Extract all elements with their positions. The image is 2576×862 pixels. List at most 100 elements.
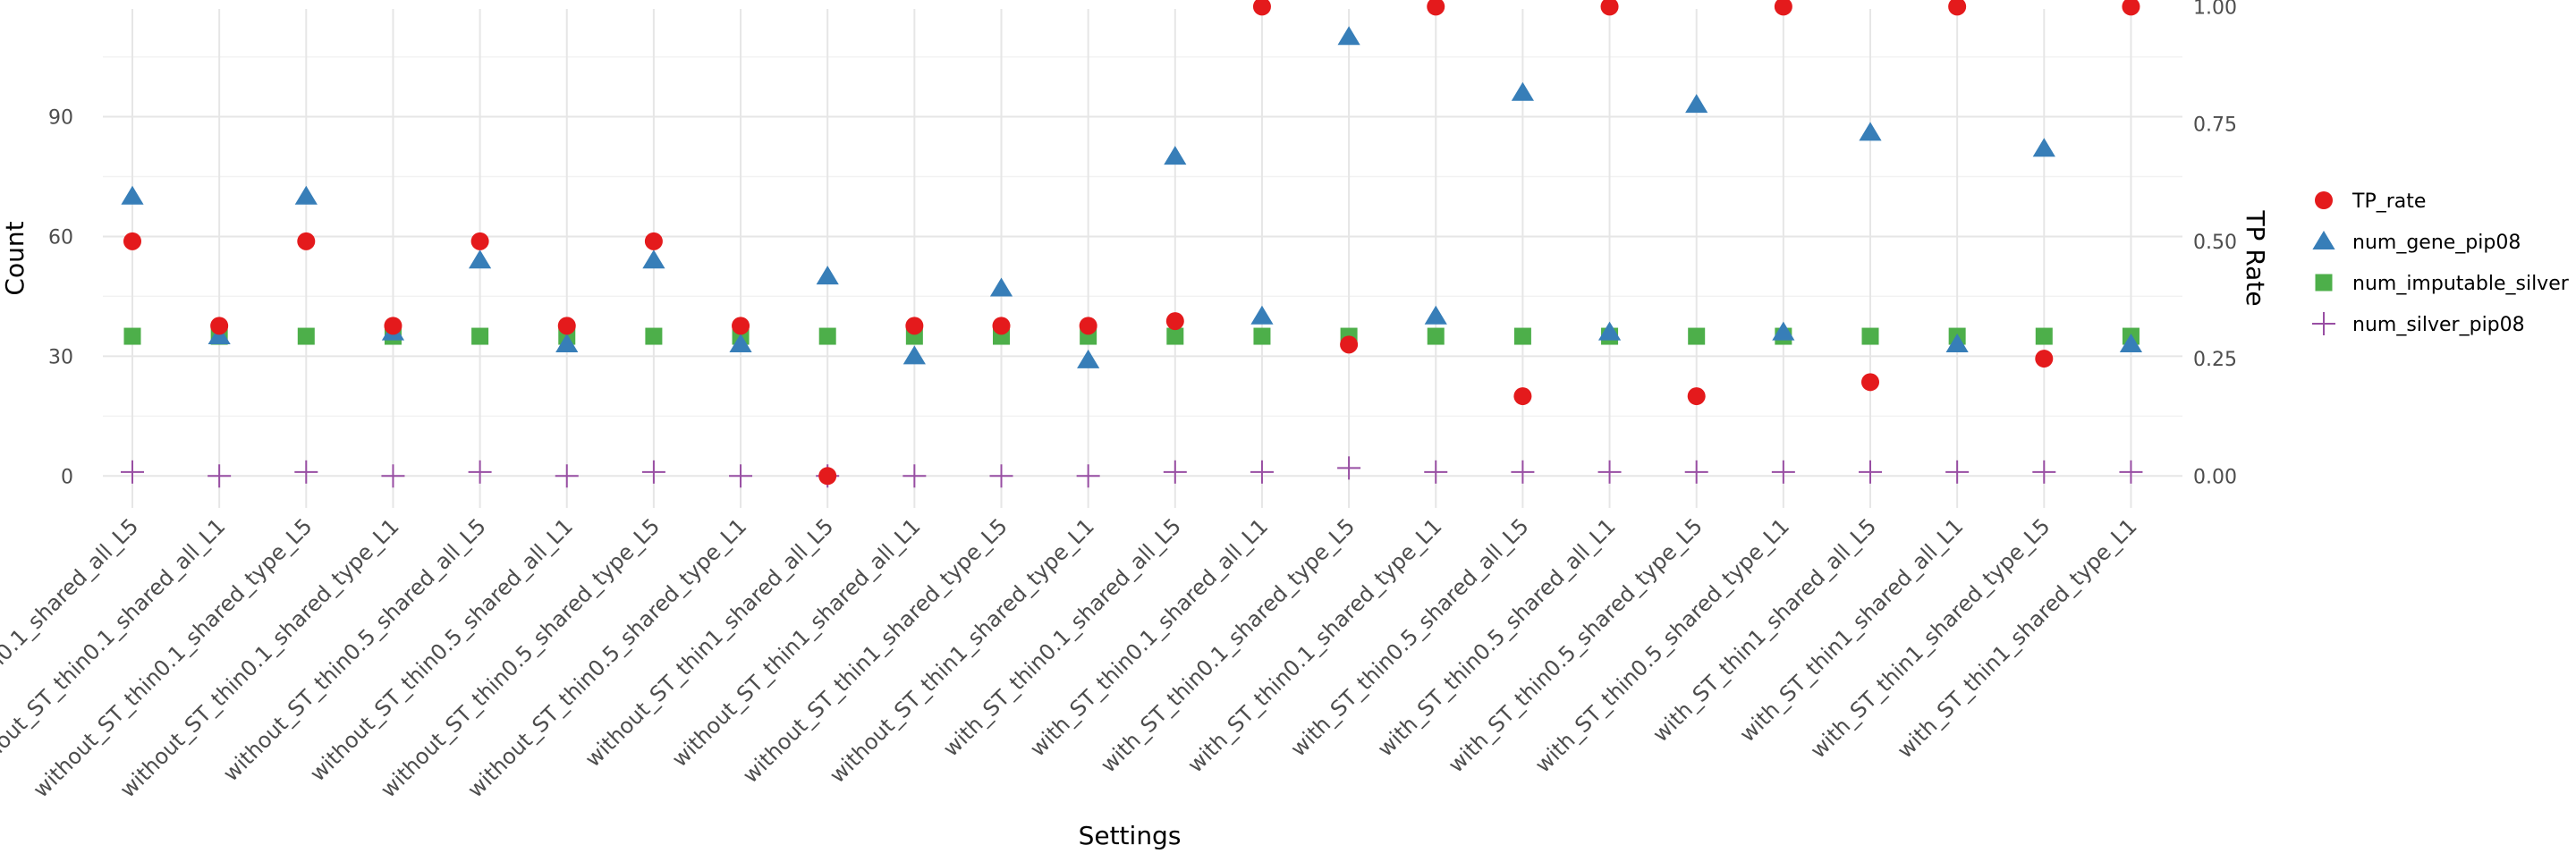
TP_rate-point (644, 232, 663, 250)
num_silver_pip08-point (1076, 464, 1100, 488)
num_silver_pip08-point (208, 464, 232, 488)
num_silver_pip08-point (902, 464, 927, 488)
num_silver_pip08-point (1424, 460, 1448, 484)
num_gene_pip08-point (1250, 305, 1274, 325)
legend-label: num_imputable_silver (2352, 273, 2570, 295)
num_silver_pip08-point (1945, 460, 1970, 484)
TP_rate-point (1861, 373, 1879, 392)
num_silver_pip08-point (381, 464, 405, 488)
num_imputable_silver-point (1166, 327, 1184, 345)
marks-layer (121, 0, 2143, 488)
num_silver_pip08-point (555, 464, 579, 488)
num_imputable_silver-point (297, 327, 315, 345)
num_gene_pip08-point (469, 249, 492, 269)
y2-tick-label: 0.50 (2193, 232, 2237, 254)
TP_rate-point (1427, 0, 1445, 16)
num_gene_pip08-point (1685, 94, 1708, 114)
TP_rate-point (992, 317, 1011, 335)
TP_rate-point (2122, 0, 2140, 16)
num_gene_pip08-point (2032, 138, 2055, 157)
num_silver_pip08-point (1597, 460, 1622, 484)
legend-key-TP_rate (2315, 191, 2333, 209)
y-tick-label: 90 (48, 107, 73, 130)
grid-layer (103, 9, 2182, 508)
num_imputable_silver-point (1253, 327, 1271, 345)
y-tick-label: 60 (48, 226, 73, 249)
y2-tick-label: 0.25 (2193, 349, 2237, 371)
num_imputable_silver-point (471, 327, 489, 345)
y-tick-label: 30 (48, 346, 73, 368)
num_imputable_silver-point (1513, 327, 1531, 345)
num_silver_pip08-point (1511, 460, 1535, 484)
TP_rate-point (1165, 312, 1184, 331)
num_silver_pip08-point (1250, 460, 1274, 484)
num_silver_pip08-point (729, 464, 753, 488)
TP_rate-point (210, 317, 229, 335)
num_gene_pip08-point (1337, 26, 1360, 46)
num_imputable_silver-point (818, 327, 836, 345)
num_gene_pip08-point (555, 333, 579, 352)
TP_rate-point (1252, 0, 1271, 16)
TP_rate-point (1774, 0, 1792, 16)
num_silver_pip08-point (1771, 460, 1795, 484)
num_gene_pip08-point (989, 277, 1013, 297)
TP_rate-point (905, 317, 924, 335)
num_gene_pip08-point (1164, 146, 1187, 165)
num_silver_pip08-point (1163, 460, 1187, 484)
TP_rate-point (557, 317, 576, 335)
TP_rate-point (1600, 0, 1619, 16)
TP_rate-point (1948, 0, 1967, 16)
TP_rate-point (1687, 387, 1706, 406)
num_gene_pip08-point (121, 185, 144, 205)
num_gene_pip08-point (902, 345, 926, 365)
y-tick-label: 0 (61, 466, 73, 488)
num_gene_pip08-point (1597, 321, 1622, 341)
y2-tick-label: 0.75 (2193, 114, 2237, 137)
legend-label: TP_rate (2351, 190, 2426, 213)
TP_rate-point (123, 232, 141, 250)
y-axis-title: Count (0, 221, 30, 295)
num_silver_pip08-point (294, 460, 318, 484)
TP_rate-point (1513, 387, 1532, 406)
num_silver_pip08-point (121, 460, 144, 484)
num_silver_pip08-point (2032, 460, 2056, 484)
axis-layer: 03060900.000.250.500.751.00without_ST_th… (0, 0, 2270, 850)
num_gene_pip08-point (1859, 122, 1882, 141)
y2-tick-label: 0.00 (2193, 466, 2237, 488)
num_gene_pip08-point (1077, 349, 1100, 368)
num_silver_pip08-point (2119, 460, 2143, 484)
num_imputable_silver-point (1688, 327, 1706, 345)
TP_rate-point (1340, 335, 1359, 354)
num_imputable_silver-point (1861, 327, 1879, 345)
num_imputable_silver-point (1427, 327, 1445, 345)
num_silver_pip08-point (989, 464, 1013, 488)
num_gene_pip08-point (816, 266, 839, 285)
legend-label: num_gene_pip08 (2352, 232, 2521, 254)
num_silver_pip08-point (468, 460, 492, 484)
TP_rate-point (1079, 317, 1097, 335)
num_gene_pip08-point (1945, 333, 1969, 352)
TP_rate-point (470, 232, 489, 250)
TP_rate-point (818, 467, 837, 486)
num_gene_pip08-point (294, 185, 318, 205)
legend: TP_rate num_gene_pip08 num_imputable_silve… (2312, 190, 2570, 336)
num_imputable_silver-point (123, 327, 141, 345)
TP_rate-point (384, 317, 402, 335)
legend-label: num_silver_pip08 (2352, 314, 2525, 336)
num_silver_pip08-point (1337, 456, 1361, 480)
num_gene_pip08-point (208, 325, 231, 345)
x-axis-title: Settings (1079, 821, 1182, 850)
y2-axis-title: TP Rate (2241, 209, 2270, 306)
TP_rate-point (2035, 350, 2054, 368)
num_silver_pip08-point (641, 460, 665, 484)
TP_rate-point (732, 317, 750, 335)
legend-key-num_gene_pip08 (2312, 231, 2335, 249)
legend-key-num_silver_pip08 (2312, 312, 2335, 335)
num_gene_pip08-point (729, 333, 752, 352)
num_imputable_silver-point (2035, 327, 2053, 345)
num_imputable_silver-point (645, 327, 663, 345)
num_gene_pip08-point (1511, 81, 1534, 101)
num_gene_pip08-point (2119, 333, 2143, 352)
